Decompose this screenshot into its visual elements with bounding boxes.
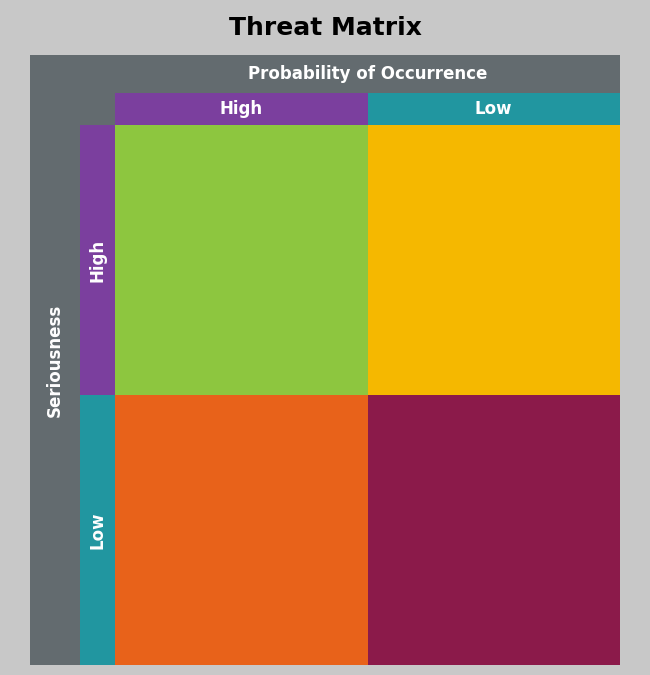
Text: Probability of Occurrence: Probability of Occurrence bbox=[248, 65, 488, 83]
Bar bbox=[367, 93, 620, 125]
Bar bbox=[115, 395, 367, 665]
Text: Low: Low bbox=[475, 100, 512, 118]
Text: High: High bbox=[88, 238, 107, 281]
Bar bbox=[115, 93, 367, 125]
Bar bbox=[367, 395, 620, 665]
Text: Threat Matrix: Threat Matrix bbox=[229, 16, 421, 40]
Bar bbox=[115, 55, 620, 93]
Text: Low: Low bbox=[88, 511, 107, 549]
Bar bbox=[367, 125, 620, 395]
Bar bbox=[80, 395, 115, 665]
Text: Seriousness: Seriousness bbox=[46, 303, 64, 416]
Bar bbox=[80, 125, 115, 395]
Text: High: High bbox=[220, 100, 263, 118]
Bar bbox=[115, 125, 367, 395]
Bar bbox=[30, 55, 115, 665]
